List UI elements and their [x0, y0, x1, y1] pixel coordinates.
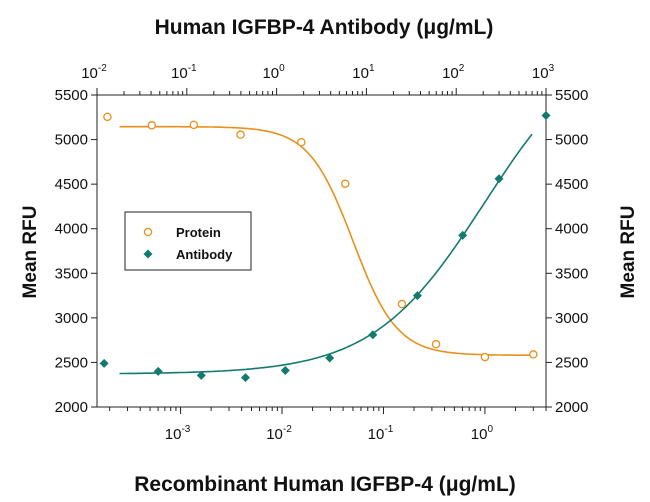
y-tick-label-left: 5000 [55, 132, 88, 149]
y-tick-label-right: 4500 [555, 176, 588, 193]
antibody-point [240, 373, 250, 383]
legend-label-protein: Protein [176, 225, 221, 240]
bottom-axis-tick-label: 10-1 [368, 424, 394, 443]
top-axis-title: Human IGFBP-4 Antibody (μg/mL) [155, 16, 494, 39]
protein-point [189, 120, 199, 130]
plot-frame [96, 94, 547, 408]
bottom-axis-tick-label: 100 [471, 424, 494, 443]
antibody-point [494, 174, 504, 184]
bottom-axis-tick-label: 10-3 [165, 424, 191, 443]
antibody-point [280, 365, 290, 375]
y-tick-label-left: 2000 [55, 399, 88, 416]
antibody-point [412, 291, 422, 301]
antibody-point [196, 370, 206, 380]
y-tick-label-right: 5500 [555, 87, 588, 104]
legend-box [124, 211, 252, 271]
top-axis-tick-label: 101 [352, 63, 375, 82]
protein-fit-curve [119, 125, 532, 356]
protein-point [236, 130, 245, 139]
protein-point [480, 352, 490, 362]
protein-point [431, 339, 441, 349]
legend-protein-marker [143, 227, 153, 237]
protein-point [297, 137, 306, 147]
left-axis-title: Mean RFU [20, 206, 41, 299]
y-tick-label-left: 3500 [55, 265, 88, 282]
y-tick-label-right: 2000 [555, 399, 588, 416]
y-tick-label-left: 3000 [55, 310, 88, 327]
y-tick-label-right: 3500 [555, 265, 588, 282]
bottom-axis-tick-label: 10-2 [266, 424, 292, 443]
top-axis-tick-label: 102 [442, 63, 465, 82]
antibody-point [368, 330, 378, 340]
y-tick-label-right: 2500 [555, 354, 588, 371]
top-axis-tick-label: 103 [532, 63, 555, 82]
y-tick-label-left: 2500 [55, 354, 88, 371]
y-tick-label-right: 4000 [555, 221, 588, 238]
antibody-point [325, 353, 335, 363]
right-axis-title: Mean RFU [618, 206, 639, 299]
top-axis-tick-label: 100 [262, 63, 285, 82]
top-axis-tick-label: 10-2 [81, 63, 107, 82]
legend-antibody-marker [143, 249, 153, 259]
antibody-point [99, 358, 109, 368]
y-tick-label-right: 5000 [555, 132, 588, 149]
protein-point [397, 299, 407, 309]
protein-point [103, 112, 112, 122]
antibody-point [541, 111, 551, 121]
bottom-axis-title: Recombinant Human IGFBP-4 (μg/mL) [134, 473, 516, 496]
legend: Protein Antibody [124, 211, 252, 271]
y-tick-label-left: 4000 [55, 221, 88, 238]
antibody-point [153, 366, 163, 376]
y-tick-label-right: 3000 [555, 310, 588, 327]
protein-point [529, 350, 538, 359]
legend-label-antibody: Antibody [176, 247, 233, 262]
y-tick-label-left: 5500 [55, 87, 88, 104]
protein-point [147, 121, 157, 130]
y-tick-label-left: 4500 [55, 176, 88, 193]
antibody-point [458, 230, 468, 240]
top-axis-tick-label: 10-1 [171, 63, 197, 82]
protein-point [341, 179, 350, 188]
